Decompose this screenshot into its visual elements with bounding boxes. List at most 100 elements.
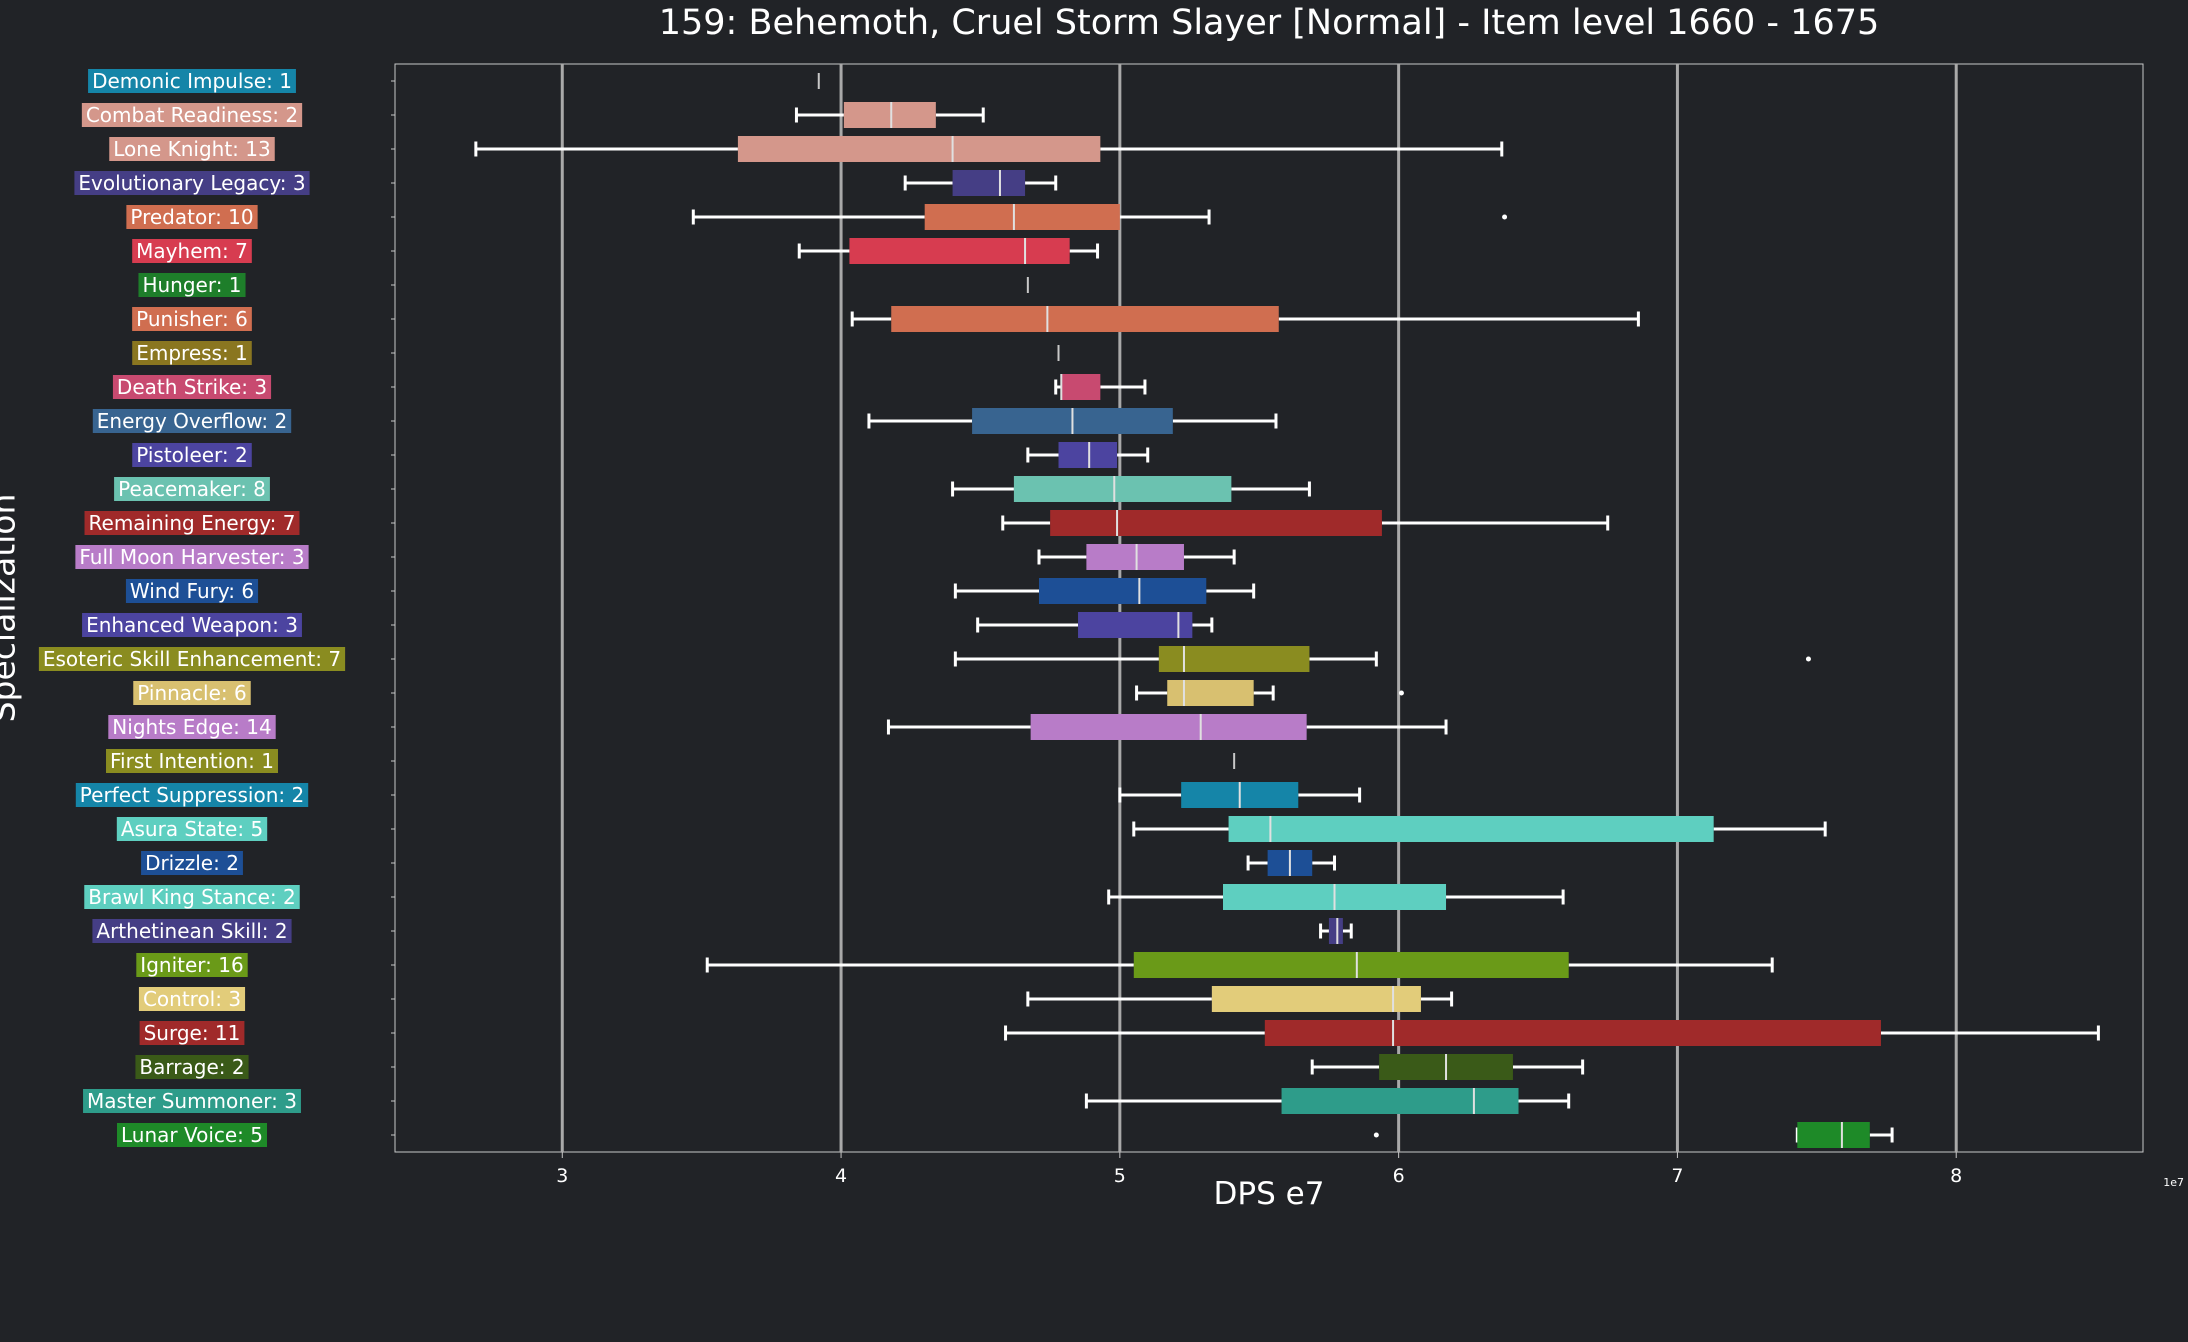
category-label: Brawl King Stance: 2 xyxy=(88,885,295,909)
category-label-background xyxy=(81,103,303,127)
category-label: Death Strike: 3 xyxy=(117,375,267,399)
category-label: Pistoleer: 2 xyxy=(136,443,248,467)
category-label-background xyxy=(106,749,278,773)
category-label: Combat Readiness: 2 xyxy=(86,103,298,127)
category-label: Hunger: 1 xyxy=(142,273,241,297)
category-label-background xyxy=(92,409,292,433)
category-label: Wind Fury: 6 xyxy=(130,579,254,603)
category-label-background xyxy=(138,273,246,297)
category-label: Surge: 11 xyxy=(144,1021,241,1045)
page-title: 159: Behemoth, Cruel Storm Slayer [Norma… xyxy=(658,3,1880,43)
category-label-background xyxy=(141,851,243,875)
category-label: Predator: 10 xyxy=(130,205,253,229)
category-label-background xyxy=(114,477,270,501)
category-label-background xyxy=(138,987,246,1011)
category-label: Lunar Voice: 5 xyxy=(121,1123,263,1147)
category-label: Full Moon Harvester: 3 xyxy=(79,545,304,569)
box xyxy=(737,136,1101,162)
category-label: Energy Overflow: 2 xyxy=(97,409,287,433)
category-label-background xyxy=(38,647,346,671)
box xyxy=(1133,952,1569,978)
category-label-background xyxy=(116,817,268,841)
category-label: Igniter: 16 xyxy=(140,953,243,977)
box xyxy=(1211,986,1421,1012)
x-tick-label: 8 xyxy=(1950,1165,1962,1187)
category-label-background xyxy=(139,1021,245,1045)
category-label: Drizzle: 2 xyxy=(145,851,239,875)
category-label-background xyxy=(84,511,300,535)
x-tick-label: 3 xyxy=(556,1165,568,1187)
box xyxy=(1061,374,1101,400)
category-label-background xyxy=(84,885,300,909)
box xyxy=(1797,1122,1870,1148)
category-label: Pinnacle: 6 xyxy=(137,681,246,705)
box xyxy=(849,238,1070,264)
plot-frame xyxy=(394,63,2144,1153)
x-tick-label: 7 xyxy=(1671,1165,1683,1187)
category-label: Barrage: 2 xyxy=(139,1055,244,1079)
box xyxy=(843,102,936,128)
category-label: Perfect Suppression: 2 xyxy=(80,783,304,807)
category-label-background xyxy=(75,783,309,807)
box xyxy=(1013,476,1232,502)
category-label-background xyxy=(74,171,310,195)
category-label: Evolutionary Legacy: 3 xyxy=(78,171,305,195)
x-tick-label: 6 xyxy=(1393,1165,1405,1187)
outlier-point xyxy=(1398,690,1404,696)
category-label-background xyxy=(83,1089,301,1113)
category-label-background xyxy=(133,681,251,705)
category-label-background xyxy=(126,205,258,229)
category-label: Lone Knight: 13 xyxy=(113,137,270,161)
category-label: Nights Edge: 14 xyxy=(112,715,271,739)
category-label: Master Summoner: 3 xyxy=(87,1089,297,1113)
outlier-point xyxy=(1373,1132,1379,1138)
box xyxy=(1158,646,1310,672)
box xyxy=(1086,544,1184,570)
x-tick-label: 5 xyxy=(1114,1165,1126,1187)
category-label-background xyxy=(116,1123,268,1147)
category-label-background xyxy=(135,1055,249,1079)
category-label-background xyxy=(136,953,248,977)
box xyxy=(1328,918,1343,944)
box xyxy=(952,170,1026,196)
category-label-background xyxy=(82,613,302,637)
outlier-point xyxy=(1805,656,1811,662)
category-label-background xyxy=(109,137,275,161)
category-label: First Intention: 1 xyxy=(110,749,274,773)
box xyxy=(1264,1020,1881,1046)
outlier-point xyxy=(1502,214,1508,220)
category-label: Esoteric Skill Enhancement: 7 xyxy=(43,647,341,671)
x-axis-label: DPS e7 xyxy=(1213,1176,1325,1212)
category-label: Enhanced Weapon: 3 xyxy=(86,613,298,637)
category-label: Empress: 1 xyxy=(136,341,248,365)
category-label-background xyxy=(75,545,309,569)
category-label-background xyxy=(108,715,276,739)
category-label: Demonic Impulse: 1 xyxy=(92,69,292,93)
category-label-background xyxy=(112,375,272,399)
box xyxy=(1228,816,1714,842)
category-label-background xyxy=(132,307,252,331)
category-label-background xyxy=(132,341,252,365)
category-label: Asura State: 5 xyxy=(121,817,263,841)
box xyxy=(924,204,1120,230)
box xyxy=(1050,510,1382,536)
category-label: Arthetinean Skill: 2 xyxy=(96,919,287,943)
x-axis-exponent: 1e7 xyxy=(2163,1176,2184,1189)
box xyxy=(1030,714,1307,740)
category-label: Remaining Energy: 7 xyxy=(89,511,296,535)
box xyxy=(1281,1088,1519,1114)
category-label-background xyxy=(125,579,259,603)
category-label: Peacemaker: 8 xyxy=(118,477,266,501)
box xyxy=(891,306,1279,332)
category-label-background xyxy=(88,69,296,93)
box xyxy=(1058,442,1118,468)
box xyxy=(1078,612,1193,638)
category-label-background xyxy=(92,919,292,943)
category-label: Control: 3 xyxy=(143,987,241,1011)
x-tick-label: 4 xyxy=(835,1165,847,1187)
box xyxy=(1167,680,1254,706)
category-label: Mayhem: 7 xyxy=(136,239,248,263)
box xyxy=(1039,578,1207,604)
category-label: Punisher: 6 xyxy=(136,307,248,331)
